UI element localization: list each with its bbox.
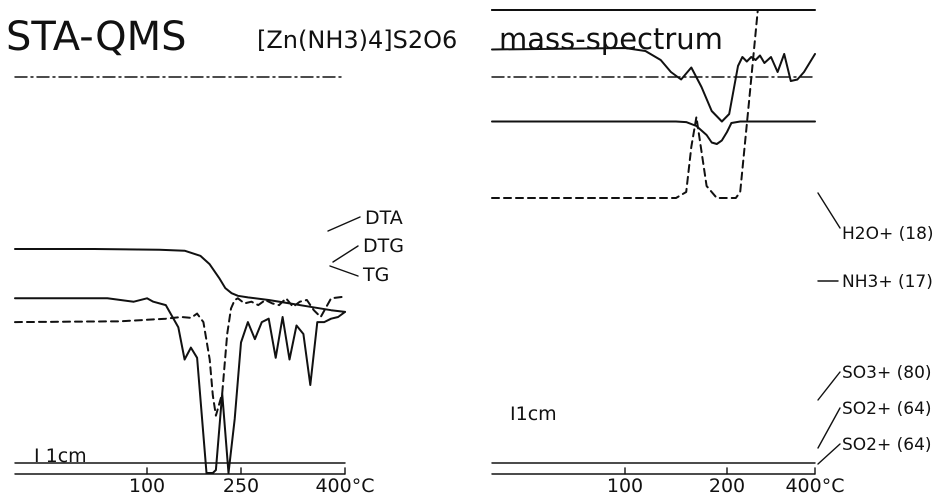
left-x-ticks: 100 250 400°C	[129, 467, 375, 497]
right-series-label-4: SO2+ (64)	[842, 435, 932, 455]
left-series-dta-1	[14, 295, 346, 417]
right-series-label-0: H2O+ (18)	[842, 224, 934, 244]
right-label-leader	[817, 371, 841, 401]
right-series-label-3: SO2+ (64)	[842, 399, 932, 419]
left-series-label-dta: DTA	[365, 207, 403, 229]
left-frame	[14, 76, 346, 475]
right-tick-label: 400°C	[785, 475, 844, 497]
right-scale-label: I1cm	[510, 403, 557, 425]
right-series-labels: H2O+ (18) NH3+ (17) SO3+ (80) SO2+ (64) SO2+…	[817, 192, 934, 465]
left-series-labels: TG DTA DTG	[327, 207, 404, 286]
left-series-label-dtg: DTG	[363, 235, 404, 257]
right-series-nh3-17--1	[491, 47, 816, 123]
right-series-label-1: NH3+ (17)	[842, 272, 933, 292]
left-label-leader	[327, 216, 361, 232]
left-tick-label: 400°C	[315, 475, 374, 497]
right-series-group	[491, 9, 816, 199]
left-panel: TG DTA DTG 100 250 400°C I 1cm	[14, 76, 404, 497]
right-x-ticks: 100 200 400°C	[607, 467, 845, 497]
left-series-tg-0	[14, 248, 346, 313]
left-label-leader	[332, 245, 359, 263]
left-series-group	[14, 248, 346, 474]
right-frame	[491, 76, 816, 475]
right-series-h2o-18--0	[491, 120, 816, 145]
title-right: mass-spectrum	[499, 22, 723, 56]
left-label-leader	[329, 265, 359, 277]
left-tick-label: 250	[223, 475, 259, 497]
left-series-label-tg: TG	[362, 264, 389, 286]
left-tick-label: 100	[129, 475, 165, 497]
right-tick-label: 200	[709, 475, 745, 497]
right-label-leader	[817, 407, 841, 449]
right-panel: H2O+ (18) NH3+ (17) SO3+ (80) SO2+ (64) SO2+…	[491, 9, 934, 497]
title-main: STA-QMS	[6, 14, 187, 60]
right-tick-label: 100	[607, 475, 643, 497]
left-series-dtg-2	[14, 297, 346, 474]
right-label-leader	[817, 443, 841, 465]
right-series-label-2: SO3+ (80)	[842, 363, 932, 383]
right-label-leader	[817, 192, 841, 229]
compound-formula: [Zn(NH3)4]S2O6	[257, 26, 457, 54]
left-scale-label: I 1cm	[34, 445, 87, 467]
